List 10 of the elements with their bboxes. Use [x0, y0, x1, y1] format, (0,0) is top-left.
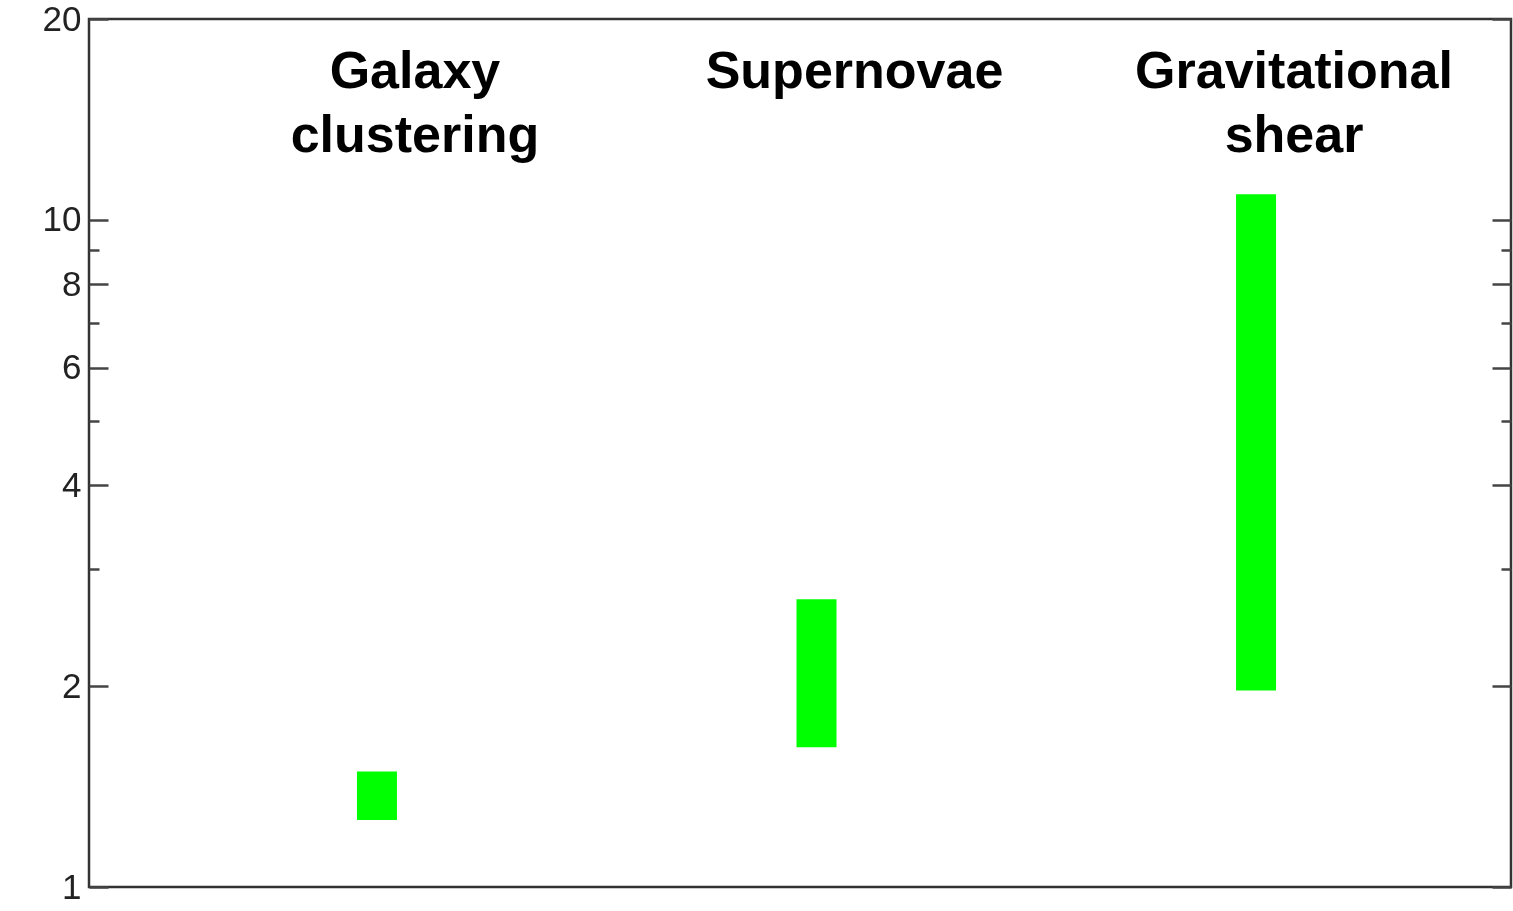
x-tick-label: Gravitational shear	[1135, 41, 1453, 163]
y-tick-label: 10	[42, 199, 82, 239]
y-tick-label: 2	[62, 665, 82, 705]
x-tick-label: Supernovae	[705, 41, 1004, 99]
y-tick-label: 20	[42, 0, 82, 38]
y-tick-label: 1	[62, 866, 82, 906]
y-tick-label: 6	[62, 347, 82, 387]
y-tick-label: 4	[62, 464, 82, 504]
y-tick-label: 8	[62, 263, 82, 303]
x-tick-label: Galaxy clustering	[290, 41, 540, 163]
